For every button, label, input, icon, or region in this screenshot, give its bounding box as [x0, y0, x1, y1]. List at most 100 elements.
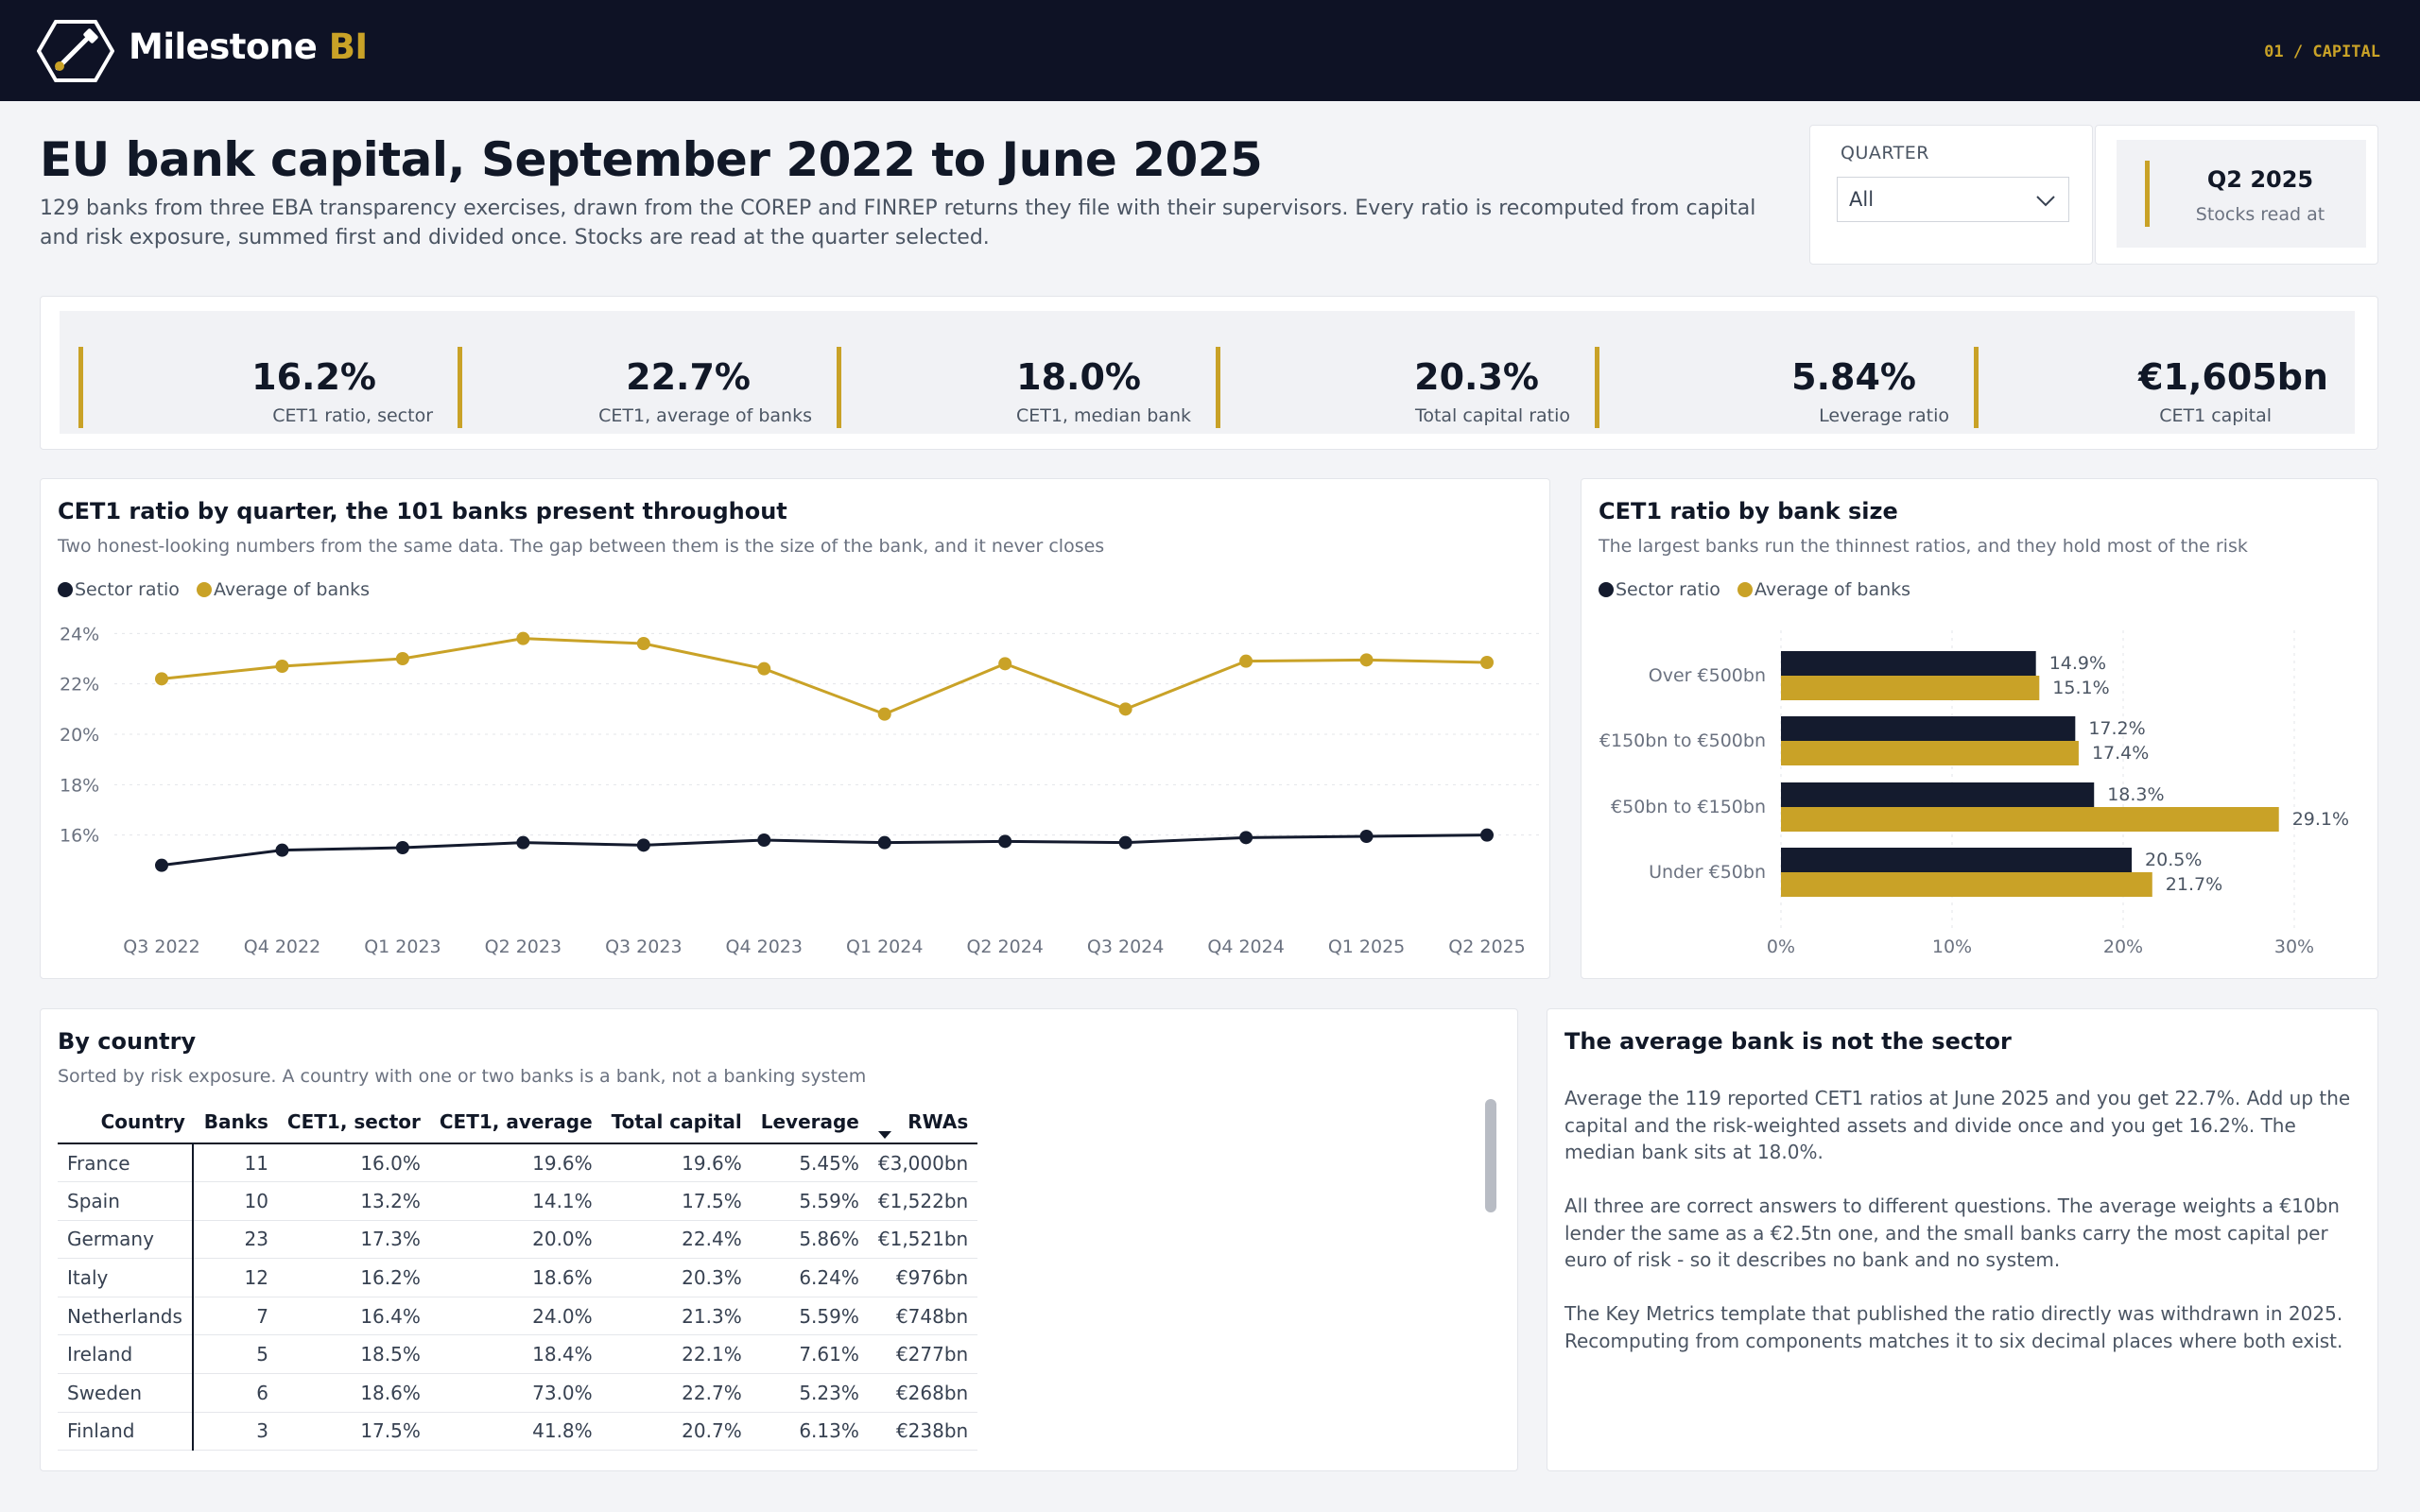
- data-point: [275, 660, 289, 673]
- app-name: Milestone BI: [129, 26, 368, 67]
- x-tick-label: Q1 2025: [1328, 936, 1405, 957]
- value-cell: 7: [192, 1297, 278, 1336]
- kpi-value: 22.7%: [626, 356, 751, 398]
- kpi-strip: 16.2% CET1 ratio, sector 22.7% CET1, ave…: [60, 311, 2355, 434]
- table-row[interactable]: Netherlands 7 16.4% 24.0% 21.3% 5.59% €748bn: [58, 1297, 978, 1336]
- data-point: [1239, 831, 1253, 845]
- chart-legend: Sector ratio Average of banks: [1599, 579, 1922, 600]
- table-scrollbar[interactable]: [1485, 1099, 1496, 1212]
- x-tick-label: 20%: [2103, 936, 2143, 957]
- data-point: [757, 662, 771, 676]
- table-row[interactable]: Finland 3 17.5% 41.8% 20.7% 6.13% €238bn: [58, 1412, 978, 1452]
- quarter-filter-card: QUARTER All: [1809, 125, 2093, 265]
- kpi-value: €1,605bn: [2138, 356, 2328, 398]
- kpi-label: CET1 capital: [2159, 405, 2272, 426]
- legend-label: Average of banks: [1754, 579, 1911, 600]
- bar: [1781, 848, 2133, 872]
- quarter-dropdown-value: All: [1849, 188, 1875, 211]
- period-label: Stocks read at: [2195, 204, 2325, 225]
- kpi-value: 5.84%: [1791, 356, 1916, 398]
- page-tag: 01 / CAPITAL: [2264, 43, 2380, 61]
- bar: [1781, 676, 2040, 700]
- data-label: 17.2%: [2088, 718, 2145, 739]
- y-tick-label: 18%: [60, 775, 99, 796]
- data-point: [636, 637, 650, 650]
- table-row[interactable]: Spain 10 13.2% 14.1% 17.5% 5.59% €1,522bn: [58, 1181, 978, 1221]
- legend-item-sector[interactable]: Sector ratio: [1599, 579, 1720, 600]
- value-cell: 24.0%: [429, 1297, 602, 1336]
- value-cell: 17.5%: [601, 1181, 752, 1221]
- column-header-leverage[interactable]: Leverage: [751, 1100, 869, 1144]
- data-point: [877, 835, 891, 850]
- legend-item-average[interactable]: Average of banks: [196, 579, 371, 600]
- data-point: [516, 631, 530, 645]
- column-header-cet1-sector[interactable]: CET1, sector: [277, 1100, 430, 1144]
- table-row[interactable]: Sweden 6 18.6% 73.0% 22.7% 5.23% €268bn: [58, 1373, 978, 1413]
- data-label: 21.7%: [2166, 874, 2222, 895]
- data-point: [1239, 654, 1253, 668]
- column-header-total-capital[interactable]: Total capital: [601, 1100, 752, 1144]
- value-cell: 18.4%: [429, 1334, 602, 1375]
- legend-label: Average of banks: [213, 579, 371, 600]
- legend-item-sector[interactable]: Sector ratio: [58, 579, 180, 600]
- bar: [1781, 807, 2279, 832]
- category-label: €50bn to €150bn: [1611, 797, 1766, 817]
- data-point: [1480, 828, 1494, 842]
- value-cell: €268bn: [868, 1373, 978, 1413]
- column-header-country[interactable]: Country: [58, 1100, 193, 1144]
- value-cell: 6.13%: [751, 1412, 869, 1452]
- line-chart: 16% 18% 20% 22% 24% Q3 2022 Q4 2022 Q1 2023 Q2 2…: [60, 624, 1539, 957]
- note-paragraph: All three are correct answers to differe…: [1564, 1194, 2340, 1271]
- value-cell: €277bn: [868, 1334, 978, 1375]
- page-subtitle: 129 banks from three EBA transparency ex…: [40, 197, 1756, 249]
- data-label: 18.3%: [2107, 784, 2164, 805]
- column-header-cet1-average[interactable]: CET1, average: [429, 1100, 602, 1144]
- chart-legend: Sector ratio Average of banks: [58, 579, 381, 600]
- accent-bar: [1974, 347, 1979, 428]
- x-tick-label: 0%: [1767, 936, 1795, 957]
- table-row[interactable]: Italy 12 16.2% 18.6% 20.3% 6.24% €976bn: [58, 1258, 978, 1297]
- legend-item-average[interactable]: Average of banks: [1737, 579, 1910, 600]
- x-tick-label: Q2 2025: [1448, 936, 1525, 957]
- table-row[interactable]: France 11 16.0% 19.6% 19.6% 5.45% €3,000bn: [58, 1143, 978, 1183]
- category-label: Over €500bn: [1649, 665, 1766, 686]
- value-cell: €976bn: [868, 1258, 978, 1297]
- category-label: Under €50bn: [1649, 862, 1766, 883]
- line-chart-card: CET1 ratio by quarter, the 101 banks pre…: [40, 478, 1550, 979]
- card-subtitle: Sorted by risk exposure. A country with …: [58, 1066, 867, 1087]
- country-cell: Finland: [58, 1412, 194, 1452]
- series-line: [161, 833, 1488, 868]
- table-row[interactable]: Ireland 5 18.5% 18.4% 22.1% 7.61% €277bn: [58, 1334, 978, 1375]
- value-cell: 11: [192, 1143, 278, 1183]
- value-cell: 16.4%: [277, 1297, 430, 1336]
- legend-dot: [58, 582, 73, 597]
- x-tick-label: Q4 2022: [244, 936, 320, 957]
- note-paragraph: The Key Metrics template that published …: [1564, 1302, 2343, 1352]
- country-cell: Netherlands: [58, 1297, 194, 1336]
- bar: [1781, 741, 2079, 765]
- x-tick-label: Q3 2022: [123, 936, 199, 957]
- card-title: CET1 ratio by bank size: [1599, 498, 1898, 524]
- column-header-label: RWAs: [908, 1109, 969, 1133]
- data-label: 14.9%: [2049, 653, 2106, 674]
- table-header-row: Country Banks CET1, sector CET1, average…: [58, 1100, 978, 1144]
- x-tick-label: Q2 2024: [966, 936, 1043, 957]
- value-cell: €238bn: [868, 1412, 978, 1452]
- quarter-dropdown[interactable]: All: [1837, 177, 2069, 222]
- table-row[interactable]: Germany 23 17.3% 20.0% 22.4% 5.86% €1,521bn: [58, 1220, 978, 1260]
- value-cell: 17.5%: [277, 1412, 430, 1452]
- value-cell: 18.5%: [277, 1334, 430, 1375]
- bar: [1781, 782, 2095, 807]
- value-cell: 20.7%: [601, 1412, 752, 1452]
- period-card: Q2 2025 Stocks read at: [2095, 125, 2378, 265]
- legend-label: Sector ratio: [1616, 579, 1720, 600]
- country-cell: Italy: [58, 1258, 194, 1297]
- kpi-total-capital: 20.3% Total capital ratio: [1216, 311, 1594, 434]
- note-title: The average bank is not the sector: [1564, 1028, 2012, 1055]
- card-subtitle: Two honest-looking numbers from the same…: [58, 536, 1105, 557]
- column-header-banks[interactable]: Banks: [192, 1100, 278, 1144]
- bar-chart: 0% 10% 20% 30% Over €500bn 14.9% 15.1% €150bn t…: [1599, 630, 2349, 957]
- value-cell: 5.86%: [751, 1220, 869, 1260]
- column-header-rwas[interactable]: RWAs: [868, 1100, 978, 1144]
- x-tick-label: 30%: [2274, 936, 2314, 957]
